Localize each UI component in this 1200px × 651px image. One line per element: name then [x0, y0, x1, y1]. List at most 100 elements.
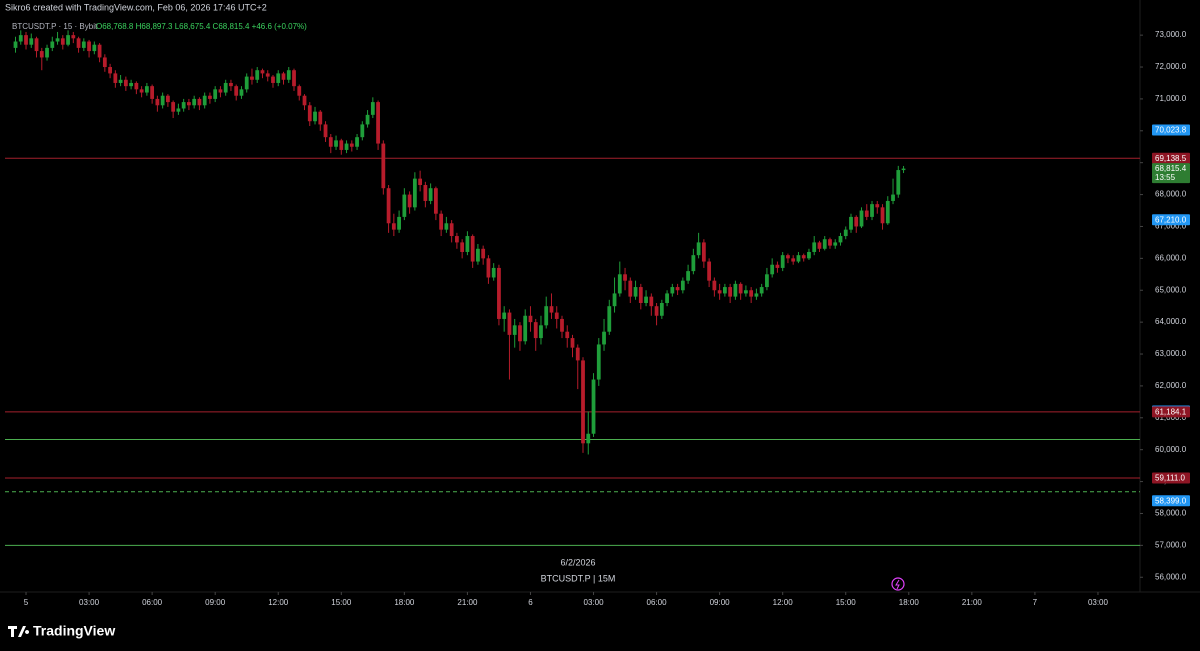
y-tick-label: 73,000.0: [1155, 30, 1187, 39]
candle-body: [13, 41, 18, 48]
alert-icon[interactable]: [891, 577, 905, 591]
candle-body: [123, 79, 128, 87]
candle-body: [796, 255, 801, 262]
y-tick-label: 57,000.0: [1155, 540, 1187, 549]
candle-body: [507, 312, 512, 335]
countdown: 13:55: [1155, 173, 1176, 182]
candle-body: [786, 255, 790, 259]
candle-body: [81, 41, 86, 48]
candle-body: [633, 287, 638, 297]
candle-body: [497, 267, 501, 319]
candle-body: [108, 67, 112, 74]
candle-body: [822, 239, 827, 249]
candle-body: [749, 290, 754, 297]
candle-body: [486, 258, 491, 278]
candle-body: [518, 325, 522, 342]
candle-body: [160, 95, 165, 106]
candle-body: [707, 261, 712, 281]
candle-body: [539, 325, 543, 339]
candle-body: [465, 236, 470, 252]
x-tick-label: 7: [1033, 598, 1038, 607]
candle-body: [738, 283, 743, 294]
price-tag: [1152, 406, 1190, 418]
candle-body: [192, 98, 197, 106]
candle-body: [896, 170, 901, 195]
y-tick-label: 68,000.0: [1155, 190, 1187, 199]
candle-body: [418, 178, 423, 186]
candle-body: [449, 223, 454, 237]
candle-body: [523, 315, 528, 342]
candle-body: [76, 38, 81, 48]
candle-body: [239, 89, 244, 96]
candle-body: [659, 303, 664, 316]
candle-body: [391, 223, 396, 230]
candle-body: [701, 242, 706, 262]
candle-body: [586, 433, 591, 444]
x-tick-label: 6: [528, 598, 533, 607]
y-tick-label: 65,000.0: [1155, 285, 1187, 294]
candle-body: [29, 38, 34, 45]
x-tick-label: 18:00: [394, 598, 415, 607]
candle-body: [696, 242, 701, 256]
price-tag: [1152, 152, 1190, 164]
candle-body: [318, 111, 323, 125]
candle-body: [880, 207, 885, 224]
candle-body: [481, 248, 486, 259]
y-tick-label: 56,000.0: [1155, 572, 1187, 581]
candle-body: [565, 331, 570, 339]
candle-body: [859, 210, 864, 227]
x-tick-label: 21:00: [962, 598, 983, 607]
candle-body: [402, 194, 407, 217]
candle-body: [801, 255, 806, 259]
candle-body: [428, 188, 433, 201]
candle-body: [770, 264, 775, 275]
candle-body: [849, 216, 853, 230]
candle-body: [60, 38, 65, 45]
candle-body: [722, 287, 727, 294]
candle-body: [286, 70, 291, 80]
candle-body: [45, 47, 49, 58]
candle-body: [433, 188, 438, 214]
candle-body: [150, 86, 155, 99]
candle-body: [139, 89, 144, 93]
candle-body: [297, 86, 302, 96]
price-tag: [1152, 214, 1190, 226]
candle-body: [675, 287, 680, 291]
candle-body: [166, 95, 170, 103]
candle-body: [833, 242, 838, 246]
candle-body: [134, 82, 139, 90]
candle-body: [255, 70, 260, 80]
price-tag: [1152, 124, 1190, 136]
candle-body: [807, 251, 811, 259]
candle-body: [334, 140, 338, 147]
candle-body: [460, 242, 465, 252]
candle-body: [265, 73, 270, 77]
candle-body: [612, 293, 617, 307]
candle-body: [71, 35, 76, 39]
candle-body: [686, 271, 690, 281]
candle-body: [733, 283, 738, 297]
candle-body: [197, 98, 202, 106]
candle-body: [24, 35, 28, 45]
candle-body: [670, 287, 675, 294]
candle-body: [717, 290, 722, 294]
candle-body: [34, 38, 39, 52]
x-tick-label: 09:00: [710, 598, 731, 607]
price-tag-label: 70,023.8: [1155, 126, 1187, 135]
candle-body: [344, 143, 349, 150]
candle-body: [780, 255, 785, 268]
candle-body: [355, 137, 359, 147]
candle-body: [423, 185, 428, 201]
candle-body: [102, 57, 107, 68]
candle-body: [885, 200, 890, 224]
candle-body: [18, 35, 23, 42]
candle-body: [218, 89, 223, 93]
price-tag-label: 58,399.0: [1155, 496, 1187, 505]
candle-body: [628, 280, 633, 297]
candle-body: [455, 236, 459, 243]
candle-body: [181, 102, 186, 109]
candle-body: [97, 44, 102, 58]
candle-body: [412, 178, 417, 208]
candle-body: [439, 213, 444, 230]
